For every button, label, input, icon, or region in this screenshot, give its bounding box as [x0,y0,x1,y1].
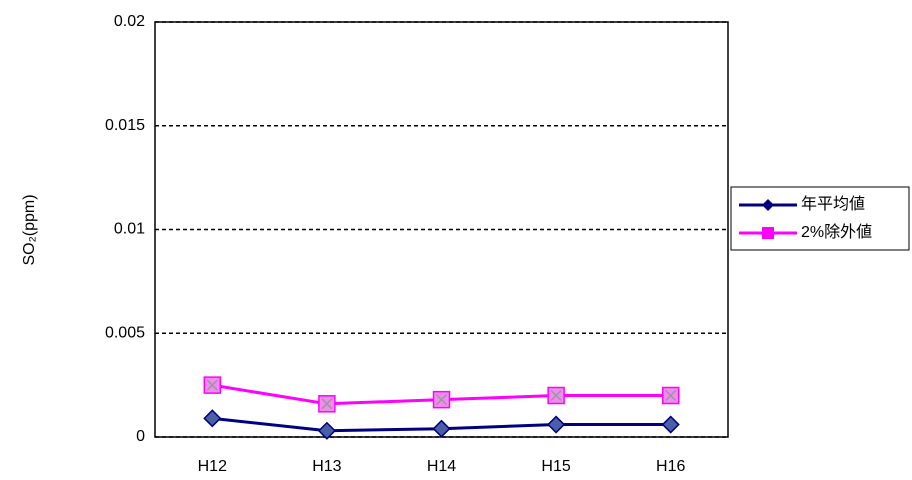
y-tick-label: 0 [136,428,145,445]
marker [432,419,451,438]
y-tick-label: 0.02 [114,13,145,30]
marker-cross [321,398,333,410]
marker-cross [435,394,448,406]
marker [317,421,336,440]
x-tick-label: H16 [656,458,685,475]
x-tick-label: H13 [312,458,341,475]
x-tick-label: H15 [541,458,570,475]
marker-cross [665,389,677,402]
marker-cross [550,389,562,402]
marker [547,415,566,434]
y-axis-label: SO₂(ppm) [21,194,38,265]
y-tick-label: 0.015 [105,117,145,134]
legend-label: 年平均値 [801,195,865,213]
x-tick-label: H14 [427,458,456,475]
y-tick-label: 0.01 [114,221,145,238]
marker [203,409,222,428]
marker-cross [206,379,218,391]
marker [661,415,680,434]
legend-marker [762,199,774,211]
legend-marker [762,227,774,239]
legend-box [730,186,910,251]
x-tick-label: H12 [198,458,227,475]
y-tick-label: 0.005 [105,324,145,341]
legend-label: 2%除外値 [801,223,872,241]
